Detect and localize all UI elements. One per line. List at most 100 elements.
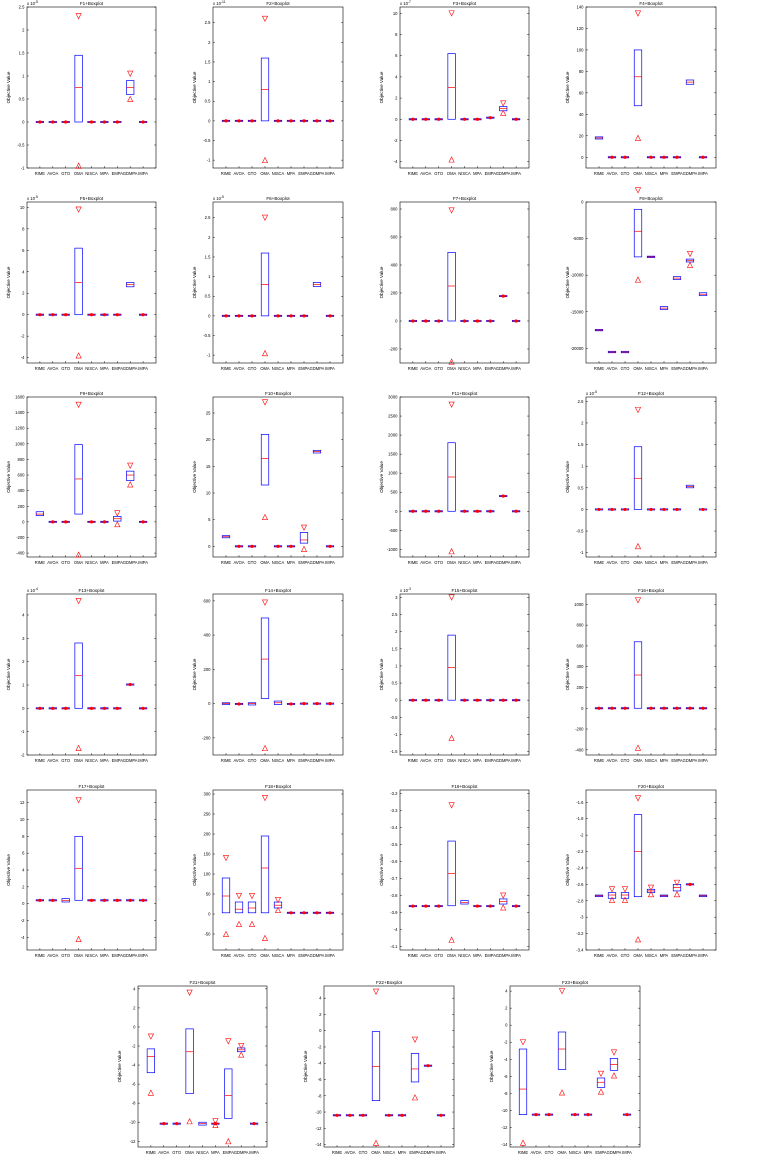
y-tick-label: 1.5 <box>205 254 211 259</box>
x-tick-label: IMPA <box>436 1150 446 1155</box>
y-tick-label: 1.5 <box>392 646 398 651</box>
x-tick-label: EMPA <box>485 560 497 565</box>
y-tick-label: 0 <box>395 698 398 703</box>
y-tick-label: 4 <box>22 269 25 274</box>
median-dot <box>128 898 132 902</box>
median-dot <box>289 702 293 706</box>
x-tick-label: NISCA <box>569 1150 582 1155</box>
y-tick-label: 1 <box>22 74 25 79</box>
plot-frame <box>399 396 530 558</box>
y-tick-label: 100 <box>577 47 585 52</box>
chart-title: F12+Boxplot <box>638 391 665 396</box>
x-tick-label: EMPA <box>112 366 124 371</box>
y-axis-label: Objective Value <box>192 658 197 690</box>
y-tick-label: 1 <box>581 464 584 469</box>
y-tick-label: 4 <box>319 996 322 1001</box>
y-tick-label: -1 <box>207 158 211 163</box>
median-dot <box>586 1113 590 1117</box>
x-tick-label: AVOA <box>47 758 58 763</box>
y-tick-label: -15000 <box>570 309 584 314</box>
y-tick-label: -5000 <box>573 236 584 241</box>
y-tick-label: -1 <box>21 729 25 734</box>
x-tick-label: AVOA <box>420 366 431 371</box>
outlier-marker <box>212 1118 219 1125</box>
outlier-marker <box>634 187 642 194</box>
median-dot <box>701 706 705 710</box>
median-dot <box>625 1113 629 1117</box>
y-tick-label: -10000 <box>570 273 584 278</box>
x-tick-label: IMPA <box>138 953 148 958</box>
outlier-marker <box>448 10 455 17</box>
x-tick-label: OMA <box>74 366 84 371</box>
outlier-marker <box>372 1139 380 1146</box>
y-tick-label: 0 <box>581 155 584 160</box>
outlier-marker <box>500 904 507 911</box>
y-tick-label: -1 <box>207 353 211 358</box>
y-tick-label: -2 <box>580 833 584 838</box>
x-tick-label: GTO <box>248 366 257 371</box>
median-dot <box>514 319 518 323</box>
y-tick-label: -2.4 <box>576 865 584 870</box>
x-tick-label: OMA <box>260 560 270 565</box>
y-tick-label: -1 <box>21 166 25 171</box>
median-dot <box>534 1113 538 1117</box>
y-tick-label: 200 <box>391 291 399 296</box>
x-tick-label: NISCA <box>645 171 658 176</box>
y-tick-label: 0 <box>22 312 25 317</box>
median-dot <box>38 706 42 710</box>
x-tick-label: IMPA <box>698 953 708 958</box>
outlier-marker <box>647 890 655 898</box>
x-tick-label: IMPA <box>138 366 148 371</box>
y-tick-label: 10 <box>20 205 25 210</box>
y-tick-label: 600 <box>204 598 212 603</box>
x-tick-label: NISCA <box>458 758 471 763</box>
median-dot <box>688 882 692 886</box>
x-tick-label: IMPA <box>511 366 521 371</box>
median-dot <box>237 119 241 123</box>
outlier-marker <box>621 886 629 893</box>
box-gdmpa <box>126 470 135 481</box>
x-tick-label: GDMPA <box>310 758 325 763</box>
outlier-marker <box>448 548 455 555</box>
y-tick-label: -500 <box>389 528 398 533</box>
median-dot <box>501 294 505 298</box>
median-dot <box>38 898 42 902</box>
y-tick-label: -50 <box>204 932 211 937</box>
y-tick-label: -6 <box>132 1082 136 1087</box>
median-dot <box>64 313 68 317</box>
x-tick-label: OMA <box>633 171 643 176</box>
y-tick-label: 8 <box>22 834 25 839</box>
y-tick-label: -3.5 <box>390 842 398 847</box>
x-tick-label: GDMPA <box>683 758 698 763</box>
median-dot <box>437 509 441 513</box>
chart-panel-9: F9+Boxplot Objective Value -400 -200 0 200 400… <box>6 391 157 565</box>
plot-frame <box>212 201 344 364</box>
median-dot <box>411 698 415 702</box>
median-dot <box>387 1113 391 1117</box>
plot-frame <box>399 201 530 364</box>
x-tick-label: AVOA <box>344 1150 355 1155</box>
outlier-marker <box>75 551 82 558</box>
y-tick-label: -2 <box>394 138 398 143</box>
box-oma <box>447 252 456 322</box>
median-dot <box>675 155 679 159</box>
median-dot <box>64 520 68 524</box>
x-tick-label: GDMPA <box>496 560 511 565</box>
y-tick-label: -12 <box>501 1125 508 1130</box>
median-dot <box>38 313 42 317</box>
x-tick-label: GDMPA <box>234 1150 249 1155</box>
outlier-marker <box>127 462 134 469</box>
median-dot <box>237 314 241 318</box>
y-tick-label: -4 <box>394 159 398 164</box>
x-tick-label: MPA <box>660 366 669 371</box>
chart-panel-23: F23+Boxplot Objective Value -14 -12 -10 -8 -6 -… <box>489 980 641 1155</box>
x-tick-label: GTO <box>61 171 70 176</box>
y-tick-label: 20 <box>206 437 211 442</box>
median-dot <box>335 1113 339 1117</box>
x-tick-label: NISCA <box>458 560 471 565</box>
x-tick-label: AVOA <box>420 758 431 763</box>
median-dot <box>501 494 505 498</box>
x-tick-label: GTO <box>434 953 443 958</box>
y-tick-label: 6 <box>395 53 398 58</box>
x-tick-label: GTO <box>621 560 630 565</box>
